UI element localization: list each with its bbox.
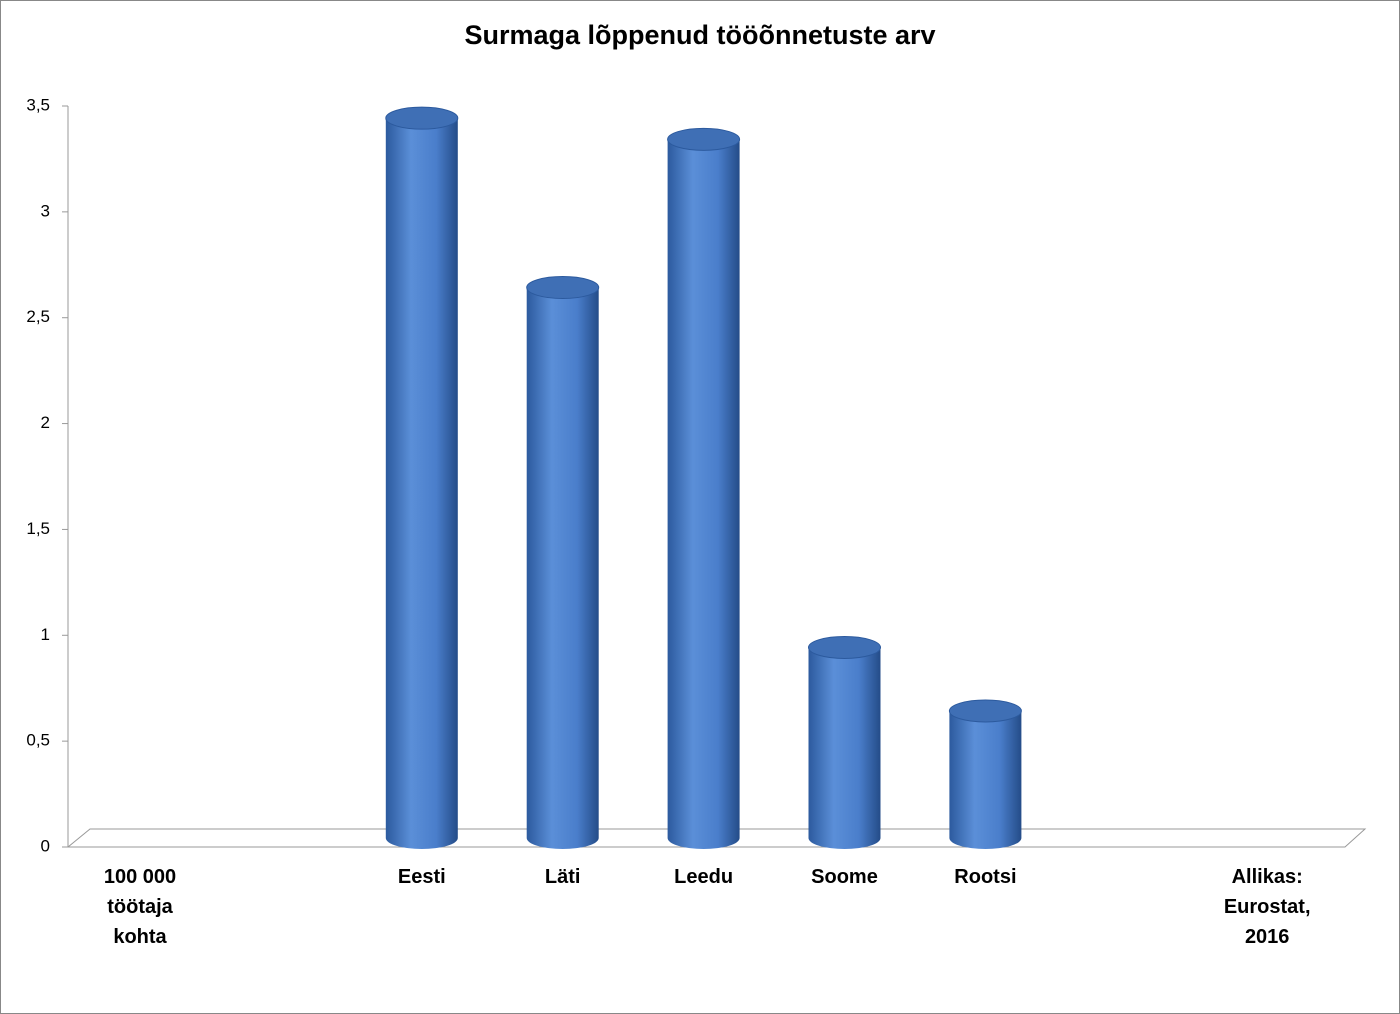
bar-top <box>385 106 459 130</box>
x-tick-label: 100 000 töötaja kohta <box>103 866 177 948</box>
y-tick-label: 3,5 <box>26 95 50 114</box>
y-tick-label: 1 <box>41 625 50 644</box>
x-tick-label: Rootsi <box>954 866 1017 888</box>
bar-top <box>667 127 741 151</box>
x-tick-label: Soome <box>811 866 878 888</box>
y-tick-label: 1,5 <box>26 519 50 538</box>
y-tick-label: 0,5 <box>26 731 50 750</box>
y-tick-label: 2,5 <box>26 307 50 326</box>
bar-top <box>526 276 600 300</box>
bar-body <box>385 118 458 850</box>
bar-top <box>948 699 1022 723</box>
x-tick-label: Läti <box>544 866 581 888</box>
bar-body <box>808 647 881 850</box>
y-tick-label: 0 <box>41 836 50 855</box>
y-tick-label: 2 <box>41 413 50 432</box>
bar <box>948 699 1022 850</box>
chart-title: Surmaga lõppenud tööõnnetuste arv <box>464 20 935 50</box>
x-tick-label: Leedu <box>674 866 734 888</box>
bar-body <box>526 287 599 850</box>
floor <box>66 828 1367 848</box>
y-tick-label: 3 <box>41 201 50 220</box>
bar <box>526 276 600 850</box>
bar <box>808 635 881 850</box>
bar-top <box>808 635 881 659</box>
bar-body <box>667 139 740 850</box>
x-tick-label: Eesti <box>397 866 446 888</box>
bar <box>385 106 459 850</box>
bar <box>667 127 741 850</box>
bar-body <box>949 710 1022 850</box>
x-tick-label: Allikas: Eurostat, 2016 <box>1223 866 1311 948</box>
